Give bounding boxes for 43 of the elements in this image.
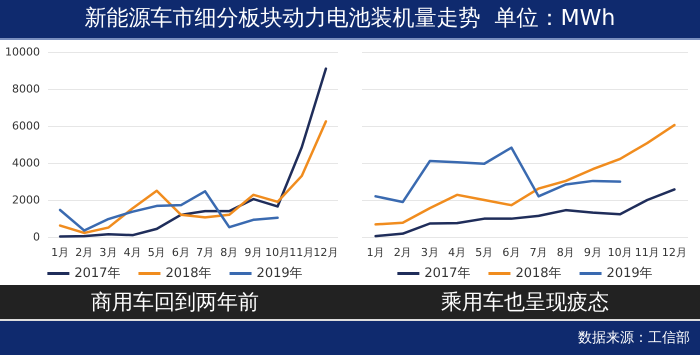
legend-label: 2018年 [515, 266, 562, 281]
legend-label: 2019年 [256, 266, 303, 281]
y-tick-label: 4000 [12, 156, 40, 170]
legend-label: 2019年 [606, 266, 653, 281]
line-series [58, 120, 328, 234]
legend-label: 2017年 [74, 266, 120, 281]
x-tick-label: 5月 [475, 246, 494, 259]
chart-title: 新能源车市细分板块动力电池装机量走势 单位：MWh [84, 6, 616, 31]
x-tick-label: 1月 [51, 246, 70, 259]
x-tick-label: 5月 [148, 246, 166, 259]
line-series [58, 190, 279, 232]
x-tick-label: 9月 [584, 246, 602, 259]
line-series [58, 67, 328, 238]
x-tick-label: 8月 [220, 246, 238, 259]
x-tick-label: 6月 [172, 246, 190, 259]
text: 乘用车也呈现疲态 [440, 289, 610, 316]
x-tick-label: 4月 [448, 246, 466, 259]
x-tick-label: 11月 [289, 246, 314, 259]
x-tick-label: 10月 [608, 246, 633, 259]
source-note: 数据来源：工信部 [578, 330, 690, 346]
x-tick-label: 7月 [196, 246, 214, 259]
legend-label: 2017年 [424, 266, 470, 281]
text: 商用车回到两年前 [90, 289, 260, 316]
x-tick-label: 10月 [265, 246, 290, 259]
x-tick-label: 7月 [530, 246, 548, 259]
legend-label: 2018年 [165, 266, 212, 281]
y-tick-label: 0 [33, 230, 40, 244]
y-tick-label: 2000 [12, 194, 40, 206]
x-tick-label: 8月 [556, 246, 575, 259]
x-tick-label: 2月 [75, 246, 94, 259]
x-tick-label: 2月 [394, 246, 412, 259]
x-tick-label: 4月 [124, 246, 142, 259]
x-tick-label: 3月 [420, 246, 439, 259]
x-tick-label: 6月 [502, 246, 520, 259]
x-tick-label: 1月 [366, 246, 385, 259]
x-tick-label: 9月 [244, 246, 262, 259]
y-tick-label: 10000 [5, 46, 40, 58]
y-tick-label: 6000 [12, 120, 40, 132]
x-tick-label: 12月 [313, 246, 338, 259]
x-tick-label: 11月 [634, 246, 660, 259]
y-tick-label: 8000 [12, 82, 40, 96]
x-tick-label: 12月 [662, 246, 687, 259]
x-tick-label: 3月 [99, 246, 118, 259]
